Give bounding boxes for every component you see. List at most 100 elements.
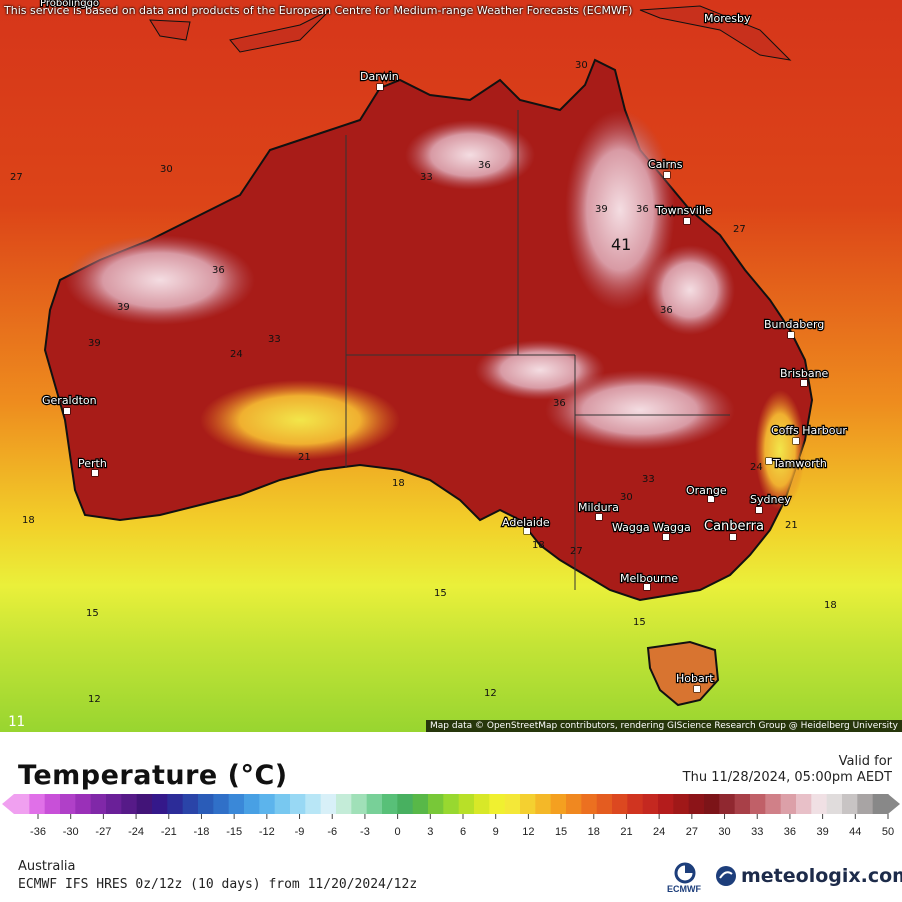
state-borders [345, 110, 730, 590]
scale-swatch [121, 794, 138, 814]
scale-tick-label: 36 [784, 826, 796, 838]
city-marker [787, 331, 795, 339]
scale-swatch [366, 794, 383, 814]
scale-tick-label: -21 [161, 826, 177, 838]
legend-title: Temperature (°C) [18, 760, 288, 791]
city-labels: Darwin Cairns Townsville Bundaberg Brisb… [39, 0, 849, 693]
scale-swatch [765, 794, 782, 814]
city-marker [523, 527, 531, 535]
valid-time: Thu 11/28/2024, 05:00pm AEDT [682, 770, 892, 785]
contour-label: 30 [620, 492, 633, 503]
scale-arrow-left [2, 794, 14, 814]
contour-label: 30 [575, 60, 588, 71]
hotspot-central-qld [645, 245, 735, 335]
scale-swatch [29, 794, 46, 814]
contour-label: 18 [824, 600, 837, 611]
scale-tick-label: -12 [259, 826, 275, 838]
valid-for-label: Valid for [838, 754, 892, 769]
scale-swatch [198, 794, 214, 814]
city-marker [683, 217, 691, 225]
scale-swatch [520, 794, 536, 814]
city-darwin: Darwin [360, 70, 399, 83]
scale-swatch [167, 794, 184, 814]
ecmwf-logo[interactable]: ECMWF [665, 862, 705, 896]
scale-swatch [857, 794, 874, 814]
scale-tick-label: -30 [63, 826, 79, 838]
scale-swatch [90, 794, 107, 814]
scale-swatch [826, 794, 843, 814]
city-marker [765, 457, 773, 465]
scale-swatch [688, 794, 705, 814]
contour-label: 27 [10, 172, 23, 183]
contour-label: 36 [212, 265, 225, 276]
ecmwf-notice: This service is based on data and produc… [4, 4, 633, 17]
scale-tick-label: 0 [395, 826, 401, 838]
scale-swatch [152, 794, 168, 814]
scale-swatch [106, 794, 122, 814]
scale-swatch [182, 794, 199, 814]
model-run-label: ECMWF IFS HRES 0z/12z (10 days) from 11/… [18, 877, 418, 892]
city-melbourne: Melbourne [620, 572, 678, 585]
cool-east-coast [755, 390, 805, 510]
city-marker [643, 583, 651, 591]
scale-tick-label: 18 [588, 826, 600, 838]
scale-tick-label: -18 [194, 826, 210, 838]
scale-swatch [596, 794, 613, 814]
scale-swatch [351, 794, 368, 814]
city-probolinggo: Probolinggo [40, 0, 99, 9]
scale-swatch [274, 794, 291, 814]
cool-southwest [200, 380, 400, 460]
meteologix-globe-icon [716, 866, 736, 886]
scale-swatch [642, 794, 659, 814]
scale-tick-label: 33 [751, 826, 763, 838]
scale-swatch [412, 794, 429, 814]
scale-swatch [612, 794, 628, 814]
city-marker [663, 171, 671, 179]
city-marker [800, 379, 808, 387]
color-scale-ticks: -36 -30 -27 -24 -21 -18 -15 -12 -9 -6 -3 0 3 6 9 12 15 18… [30, 814, 894, 838]
scale-tick-label: -9 [295, 826, 305, 838]
contour-label: 15 [86, 608, 99, 619]
scale-tick-label: 44 [849, 826, 861, 838]
contour-label: 33 [420, 172, 433, 183]
hotspot-gulf [405, 120, 535, 190]
map-credits[interactable]: Map data © OpenStreetMap contributors, r… [426, 720, 902, 732]
city-marker [707, 495, 715, 503]
scale-tick-label: -15 [226, 826, 242, 838]
contour-label: 21 [785, 520, 798, 531]
contour-label: 18 [392, 478, 405, 489]
city-marker [792, 437, 800, 445]
scale-tick-label: 15 [555, 826, 567, 838]
scale-tick-label: -27 [95, 826, 111, 838]
scale-swatch [244, 794, 260, 814]
scale-tick-label: -36 [30, 826, 46, 838]
scale-swatch [780, 794, 797, 814]
scale-swatch [14, 794, 30, 814]
city-marker [91, 469, 99, 477]
scale-tick-label: -6 [327, 826, 337, 838]
city-coffs-harbour: Coffs Harbour [771, 424, 847, 437]
scale-swatch [673, 794, 690, 814]
contour-labels: 30 27 33 36 39 41 36 39 36 30 33 36 24 2… [10, 60, 837, 705]
contour-label: 39 [595, 204, 608, 215]
hotspot-eyre [475, 340, 605, 400]
contour-label: 39 [88, 338, 101, 349]
contour-label: 33 [642, 474, 655, 485]
meteologix-brand[interactable]: meteologix.com [715, 865, 902, 887]
frame-index: 11 [8, 714, 25, 730]
scale-swatch [627, 794, 644, 814]
temperature-map[interactable]: 30 27 33 36 39 41 36 39 36 30 33 36 24 2… [0, 0, 902, 732]
papua-landmass [639, 5, 792, 61]
scale-tick-label: 50 [882, 826, 894, 838]
hotspot-pilbara [65, 235, 255, 325]
scale-swatch [75, 794, 92, 814]
city-geraldton: Geraldton [42, 394, 97, 407]
scale-swatch [719, 794, 736, 814]
scale-swatch [566, 794, 582, 814]
scale-tick-label: 21 [620, 826, 632, 838]
scale-tick-label: 9 [493, 826, 499, 838]
contour-label: 21 [298, 452, 311, 463]
island-north [149, 19, 191, 41]
contour-label: 36 [636, 204, 649, 215]
city-marker [693, 685, 701, 693]
